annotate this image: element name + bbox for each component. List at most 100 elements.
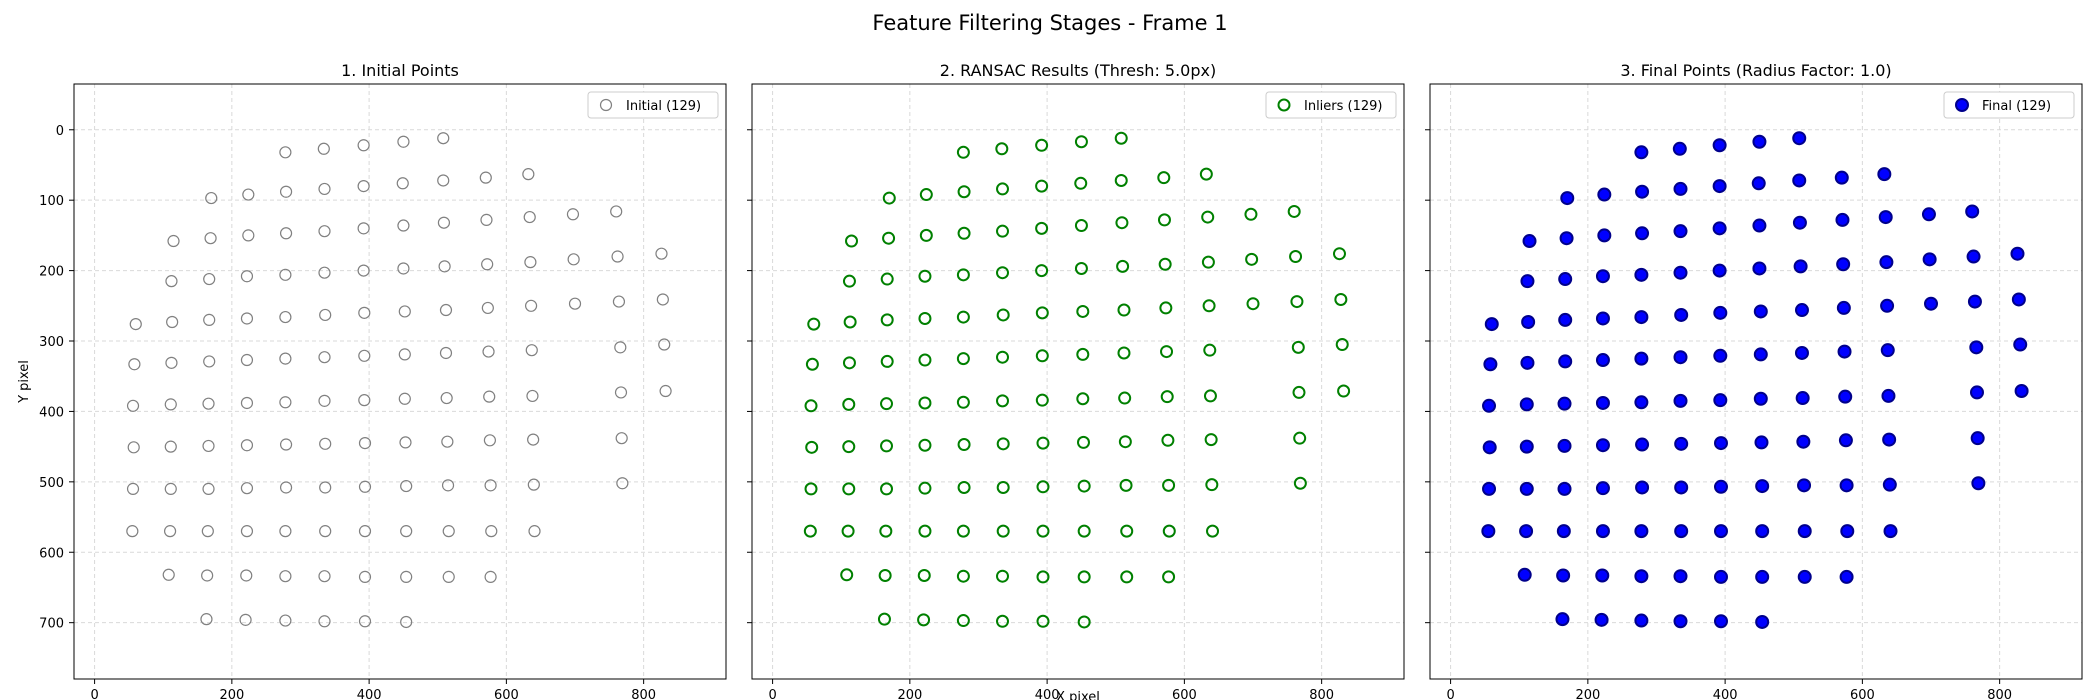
data-point (1837, 344, 1852, 359)
data-point (1202, 299, 1216, 313)
figure-title: Feature Filtering Stages - Frame 1 (872, 11, 1227, 35)
data-point (1672, 141, 1687, 156)
data-point (956, 145, 970, 159)
y-tick-label: 400 (39, 405, 64, 420)
x-tick-label: 0 (768, 688, 776, 700)
data-point (805, 357, 819, 371)
data-point (1595, 311, 1610, 326)
data-point (240, 353, 254, 367)
data-point (1597, 187, 1612, 202)
data-point (163, 525, 177, 538)
data-point (397, 135, 410, 148)
data-point (1119, 478, 1133, 492)
data-point (614, 341, 627, 354)
data-point (1203, 389, 1217, 403)
data-point (437, 216, 451, 229)
data-point (357, 222, 370, 235)
data-point (1836, 300, 1851, 315)
data-point (1114, 131, 1128, 145)
legend: Inliers (129) (1265, 91, 1397, 119)
x-tick-label: 800 (1309, 688, 1334, 700)
data-point (956, 395, 970, 409)
data-point (397, 262, 410, 275)
data-point (358, 525, 372, 538)
data-point (358, 306, 371, 319)
data-point (1839, 569, 1854, 584)
data-point (1634, 395, 1649, 410)
data-point (567, 253, 580, 266)
legend-box (1265, 91, 1397, 119)
data-point (1882, 432, 1897, 447)
data-point (880, 313, 894, 327)
data-point (1076, 347, 1090, 361)
data-point (1713, 479, 1728, 494)
data-point (1117, 346, 1131, 360)
data-point (126, 525, 139, 538)
data-point (1203, 343, 1217, 357)
data-point (1291, 340, 1305, 354)
data-point (1882, 477, 1897, 492)
data-point (1713, 614, 1728, 629)
data-point (318, 225, 331, 238)
data-point (437, 132, 450, 145)
data-point (1293, 431, 1307, 445)
data-point (2011, 292, 2026, 307)
data-point (1673, 393, 1688, 408)
data-point (957, 480, 971, 494)
data-point (2013, 337, 2028, 352)
data-point (1673, 224, 1688, 239)
data-point (483, 434, 497, 447)
data-point (1555, 612, 1570, 627)
data-point (165, 275, 178, 288)
data-point (396, 177, 409, 190)
data-point (1634, 524, 1649, 539)
data-point (358, 615, 372, 628)
data-point (1634, 310, 1649, 325)
data-point (805, 440, 819, 454)
data-point (240, 270, 254, 283)
data-point (1556, 524, 1571, 539)
legend-marker (1955, 98, 1969, 112)
data-point (1076, 392, 1090, 406)
data-point (1074, 261, 1088, 275)
data-point (528, 525, 541, 538)
data-point (1519, 397, 1534, 412)
data-point (1673, 265, 1688, 280)
data-point (845, 234, 859, 248)
data-point (2014, 384, 2029, 399)
data-point (842, 274, 856, 288)
data-point (1881, 388, 1896, 403)
panel-title: 1. Initial Points (341, 61, 459, 80)
data-point (279, 185, 293, 198)
data-point (1077, 524, 1091, 538)
data-point (1797, 478, 1812, 493)
data-point (956, 614, 970, 628)
data-point (879, 524, 893, 538)
legend-marker (1277, 98, 1291, 112)
data-point (1332, 247, 1346, 261)
y-tick-label: 100 (39, 194, 64, 209)
x-tick-label: 800 (1987, 688, 2012, 700)
data-point (240, 396, 254, 410)
data-point (1970, 431, 1985, 446)
data-point (202, 482, 215, 495)
data-point (1753, 304, 1768, 319)
data-point (1558, 312, 1573, 327)
data-point (1162, 524, 1176, 538)
data-point (919, 228, 933, 242)
data-point (1793, 259, 1808, 274)
data-point (996, 480, 1010, 494)
point-series (1481, 131, 2029, 629)
data-point (1880, 298, 1895, 313)
data-point (1036, 480, 1050, 494)
data-point (1560, 191, 1575, 206)
point-series (126, 132, 672, 629)
data-point (996, 569, 1010, 583)
data-point (1036, 436, 1050, 450)
data-point (1157, 213, 1171, 227)
data-point (1712, 263, 1727, 278)
data-point (1921, 207, 1936, 222)
data-point (956, 524, 970, 538)
y-axis-label: Y pixel (17, 360, 32, 404)
data-point (1206, 524, 1220, 538)
